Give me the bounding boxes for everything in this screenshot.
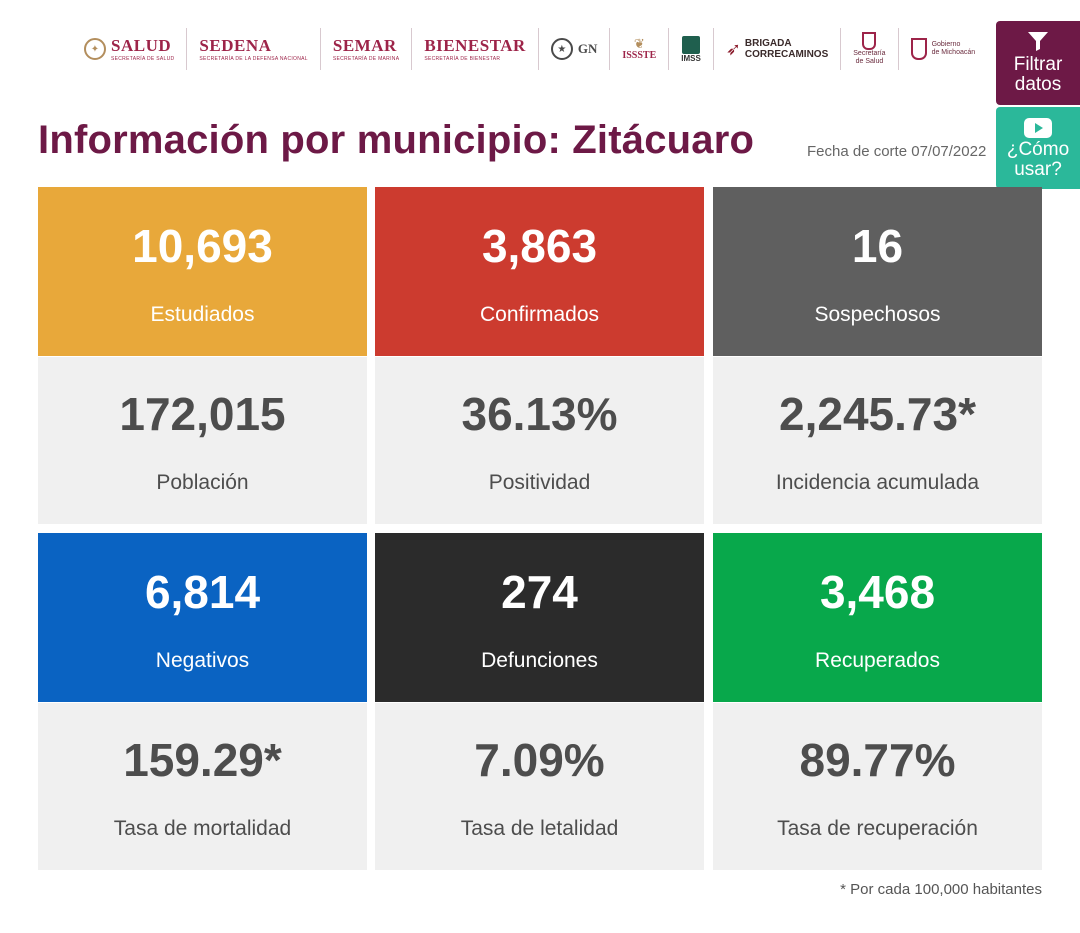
- logo-gob-text-2: de Michoacán: [931, 49, 976, 56]
- recuperacion-value: 89.77%: [799, 734, 956, 786]
- logo-bienestar-subtext: SECRETARÍA DE BIENESTAR: [424, 55, 501, 62]
- logo-salud-text: SALUD: [111, 35, 172, 55]
- card-defunciones: 274 Defunciones: [375, 533, 704, 702]
- card-letalidad: 7.09% Tasa de letalidad: [375, 703, 704, 870]
- logo-gob-text-1: Gobierno: [931, 41, 961, 49]
- gobierno-shield-icon: [910, 38, 927, 60]
- card-mortalidad: 159.29* Tasa de mortalidad: [38, 703, 367, 870]
- card-estudiados: 10,693 Estudiados: [38, 187, 367, 356]
- youtube-play-icon: [1024, 118, 1052, 138]
- footnote: * Por cada 100,000 habitantes: [840, 881, 1042, 898]
- sospechosos-value: 16: [851, 220, 904, 272]
- help-label-line-2: usar?: [1014, 159, 1062, 180]
- card-sospechosos: 16 Sospechosos: [713, 187, 1042, 356]
- positividad-value: 36.13%: [461, 388, 618, 440]
- logo-salud: ✦ SALUD SECRETARÍA DE SALUD: [72, 28, 188, 70]
- estudiados-value: 10,693: [132, 220, 273, 272]
- letalidad-value: 7.09%: [474, 734, 605, 786]
- mortalidad-label: Tasa de mortalidad: [113, 817, 292, 840]
- logo-semar-subtext: SECRETARÍA DE MARINA: [332, 55, 400, 62]
- logo-semar: SEMAR SECRETARÍA DE MARINA: [321, 28, 413, 70]
- filter-label-line-2: datos: [1014, 74, 1062, 95]
- logo-secretaria-salud-michoacan: Secretaría de Salud: [841, 28, 899, 70]
- incidencia-value: 2,245.73*: [779, 388, 976, 440]
- estudiados-label: Estudiados: [150, 303, 255, 326]
- issste-emblem-icon: ❦: [633, 36, 645, 51]
- logo-ssm-text-1: Secretaría: [853, 50, 886, 58]
- poblacion-value: 172,015: [119, 388, 286, 440]
- card-positividad: 36.13% Positividad: [375, 357, 704, 524]
- recuperados-label: Recuperados: [815, 649, 940, 672]
- imss-emblem-icon: [682, 35, 701, 54]
- logo-sedena: SEDENA SECRETARÍA DE LA DEFENSA NACIONAL: [187, 28, 321, 70]
- filter-data-button[interactable]: Filtrar datos: [996, 21, 1080, 105]
- card-incidencia: 2,245.73* Incidencia acumulada: [713, 357, 1042, 524]
- positividad-label: Positividad: [488, 471, 591, 494]
- logo-brigada: ➶ BRIGADA CORRECAMINOS: [714, 28, 842, 70]
- negativos-label: Negativos: [155, 649, 250, 672]
- logo-gobierno-michoacan: Gobierno de Michoacán: [899, 28, 988, 70]
- mortalidad-value: 159.29*: [123, 734, 282, 786]
- card-recuperados: 3,468 Recuperados: [713, 533, 1042, 702]
- confirmados-label: Confirmados: [479, 303, 600, 326]
- filter-icon: [1028, 32, 1048, 51]
- negativos-value: 6,814: [144, 566, 261, 618]
- logo-brigada-text-2: CORRECAMINOS: [744, 49, 829, 60]
- logo-issste: ❦ ISSSTE: [610, 28, 670, 70]
- logo-imss: IMSS: [669, 28, 714, 70]
- cutoff-date: Fecha de corte 07/07/2022: [807, 143, 987, 160]
- logo-sedena-subtext: SECRETARÍA DE LA DEFENSA NACIONAL: [199, 55, 308, 62]
- confirmados-value: 3,863: [481, 220, 598, 272]
- recuperados-value: 3,468: [819, 566, 936, 618]
- logo-gn: ★ GN: [539, 28, 611, 70]
- roadrunner-icon: ➶: [725, 38, 741, 59]
- letalidad-label: Tasa de letalidad: [460, 817, 619, 840]
- logo-issste-text: ISSSTE: [622, 50, 657, 61]
- michoacan-shield-icon: [862, 32, 877, 51]
- help-label-line-1: ¿Cómo: [1006, 139, 1070, 160]
- logo-gn-text: GN: [577, 41, 598, 56]
- logo-ssm-text-2: de Salud: [855, 58, 884, 65]
- card-confirmados: 3,863 Confirmados: [375, 187, 704, 356]
- seal-icon: ✦: [84, 38, 106, 60]
- recuperacion-label: Tasa de recuperación: [777, 817, 978, 840]
- guardia-nacional-seal-icon: ★: [550, 38, 573, 60]
- logo-bar: ✦ SALUD SECRETARÍA DE SALUD SEDENA SECRE…: [72, 28, 992, 70]
- logo-bienestar-text: BIENESTAR: [424, 35, 526, 55]
- incidencia-label: Incidencia acumulada: [775, 471, 980, 494]
- how-to-use-button[interactable]: ¿Cómo usar?: [996, 107, 1080, 189]
- page-title: Información por municipio: Zitácuaro: [38, 118, 755, 162]
- sospechosos-label: Sospechosos: [814, 303, 941, 326]
- poblacion-label: Población: [156, 471, 249, 494]
- logo-bienestar: BIENESTAR SECRETARÍA DE BIENESTAR: [412, 28, 539, 70]
- card-negativos: 6,814 Negativos: [38, 533, 367, 702]
- defunciones-label: Defunciones: [481, 649, 598, 672]
- logo-salud-subtext: SECRETARÍA DE SALUD: [111, 55, 175, 62]
- logo-imss-text: IMSS: [681, 53, 701, 63]
- filter-label-line-1: Filtrar: [1013, 54, 1063, 75]
- card-recuperacion: 89.77% Tasa de recuperación: [713, 703, 1042, 870]
- card-poblacion: 172,015 Población: [38, 357, 367, 524]
- logo-semar-text: SEMAR: [332, 35, 397, 55]
- logo-sedena-text: SEDENA: [199, 35, 272, 55]
- defunciones-value: 274: [501, 566, 578, 618]
- logo-brigada-text-1: BRIGADA: [744, 38, 792, 49]
